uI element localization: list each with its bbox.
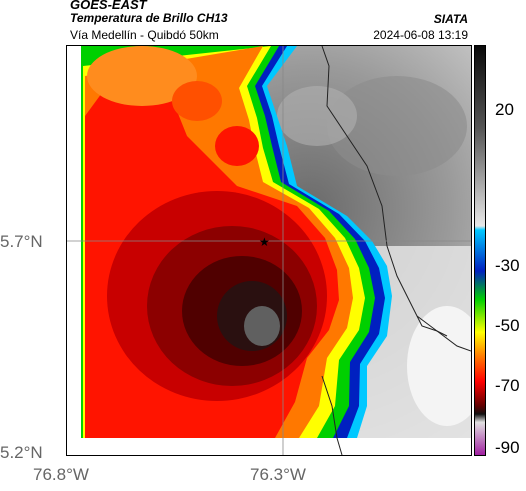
boundary-line-2 xyxy=(321,375,343,455)
brightness-temperature-field: ★ xyxy=(67,46,471,455)
lat-label-5.7: 5.7°N xyxy=(0,232,43,251)
boundary-line-3 xyxy=(416,315,471,352)
colorbar-tick: -30 xyxy=(495,256,520,275)
colorbar-tick: 20 xyxy=(495,100,514,119)
agency-title: GOES-EAST xyxy=(70,0,147,12)
product-title: Temperatura de Brillo CH13 xyxy=(70,11,228,25)
region-subtitle: Vía Medellín - Quibdó 50km xyxy=(70,28,219,42)
colorbar-tick: -70 xyxy=(495,376,520,395)
colorbar-tick: -50 xyxy=(495,316,520,335)
satellite-map[interactable]: ★ xyxy=(66,45,472,456)
source-label: SIATA xyxy=(433,12,468,26)
location-marker-icon: ★ xyxy=(259,235,270,249)
datetime-label: 2024-06-08 13:19 xyxy=(373,28,468,42)
boundary-line xyxy=(321,46,448,337)
lat-label-5.2: 5.2°N xyxy=(0,443,43,462)
colorbar xyxy=(474,45,486,456)
colorbar-tick: -90 xyxy=(495,438,520,457)
lon-label-76.8: 76.8°W xyxy=(33,465,89,484)
lon-label-76.3: 76.3°W xyxy=(250,465,306,484)
